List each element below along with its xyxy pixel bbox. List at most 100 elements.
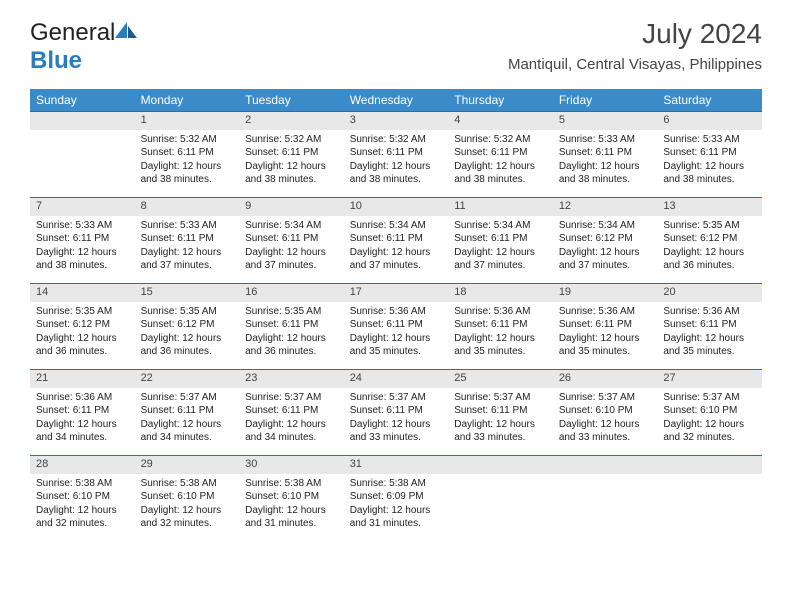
daylight-text: Daylight: 12 hours and 35 minutes. — [350, 332, 443, 359]
sunset-text: Sunset: 6:10 PM — [559, 404, 652, 418]
day-content-cell: Sunrise: 5:36 AMSunset: 6:11 PMDaylight:… — [448, 302, 553, 370]
sunset-text: Sunset: 6:12 PM — [559, 232, 652, 246]
sunrise-text: Sunrise: 5:38 AM — [141, 477, 234, 491]
daylight-text: Daylight: 12 hours and 37 minutes. — [350, 246, 443, 273]
day-content-cell: Sunrise: 5:36 AMSunset: 6:11 PMDaylight:… — [344, 302, 449, 370]
daylight-text: Daylight: 12 hours and 32 minutes. — [141, 504, 234, 531]
daylight-text: Daylight: 12 hours and 37 minutes. — [245, 246, 338, 273]
day-content-cell — [553, 474, 658, 542]
daylight-text: Daylight: 12 hours and 32 minutes. — [36, 504, 129, 531]
daylight-text: Daylight: 12 hours and 35 minutes. — [559, 332, 652, 359]
day-number-cell: 8 — [135, 198, 240, 216]
sunset-text: Sunset: 6:11 PM — [559, 318, 652, 332]
sunrise-text: Sunrise: 5:35 AM — [141, 305, 234, 319]
daylight-text: Daylight: 12 hours and 34 minutes. — [245, 418, 338, 445]
weekday-header: Monday — [135, 89, 240, 112]
sunrise-text: Sunrise: 5:37 AM — [350, 391, 443, 405]
sunrise-text: Sunrise: 5:37 AM — [141, 391, 234, 405]
sunset-text: Sunset: 6:12 PM — [36, 318, 129, 332]
sunset-text: Sunset: 6:11 PM — [245, 318, 338, 332]
sunrise-text: Sunrise: 5:38 AM — [350, 477, 443, 491]
daylight-text: Daylight: 12 hours and 37 minutes. — [141, 246, 234, 273]
daylight-text: Daylight: 12 hours and 36 minutes. — [245, 332, 338, 359]
weekday-header: Friday — [553, 89, 658, 112]
sunset-text: Sunset: 6:11 PM — [350, 232, 443, 246]
day-number-row: 21222324252627 — [30, 370, 762, 388]
day-content-cell: Sunrise: 5:36 AMSunset: 6:11 PMDaylight:… — [30, 388, 135, 456]
day-content-row: Sunrise: 5:32 AMSunset: 6:11 PMDaylight:… — [30, 130, 762, 198]
sunset-text: Sunset: 6:11 PM — [245, 146, 338, 160]
sunset-text: Sunset: 6:11 PM — [36, 404, 129, 418]
sunrise-text: Sunrise: 5:33 AM — [36, 219, 129, 233]
sunset-text: Sunset: 6:11 PM — [245, 232, 338, 246]
sunrise-text: Sunrise: 5:36 AM — [454, 305, 547, 319]
day-number-row: 78910111213 — [30, 198, 762, 216]
sunset-text: Sunset: 6:11 PM — [663, 318, 756, 332]
sail-icon — [113, 20, 139, 40]
day-number-cell: 6 — [657, 112, 762, 130]
sunrise-text: Sunrise: 5:33 AM — [663, 133, 756, 147]
day-content-cell: Sunrise: 5:38 AMSunset: 6:10 PMDaylight:… — [30, 474, 135, 542]
day-content-cell: Sunrise: 5:36 AMSunset: 6:11 PMDaylight:… — [553, 302, 658, 370]
weekday-header: Saturday — [657, 89, 762, 112]
day-number-cell: 28 — [30, 456, 135, 474]
daylight-text: Daylight: 12 hours and 31 minutes. — [350, 504, 443, 531]
sunrise-text: Sunrise: 5:36 AM — [36, 391, 129, 405]
day-number-cell: 20 — [657, 284, 762, 302]
sunset-text: Sunset: 6:11 PM — [454, 146, 547, 160]
sunset-text: Sunset: 6:10 PM — [663, 404, 756, 418]
sunrise-text: Sunrise: 5:38 AM — [36, 477, 129, 491]
sunrise-text: Sunrise: 5:35 AM — [36, 305, 129, 319]
weekday-header: Sunday — [30, 89, 135, 112]
day-number-cell: 11 — [448, 198, 553, 216]
daylight-text: Daylight: 12 hours and 38 minutes. — [350, 160, 443, 187]
day-number-cell: 17 — [344, 284, 449, 302]
day-number-cell: 16 — [239, 284, 344, 302]
daylight-text: Daylight: 12 hours and 31 minutes. — [245, 504, 338, 531]
day-content-cell: Sunrise: 5:32 AMSunset: 6:11 PMDaylight:… — [344, 130, 449, 198]
sunrise-text: Sunrise: 5:32 AM — [454, 133, 547, 147]
day-number-cell: 22 — [135, 370, 240, 388]
day-number-cell: 5 — [553, 112, 658, 130]
sunset-text: Sunset: 6:10 PM — [245, 490, 338, 504]
daylight-text: Daylight: 12 hours and 38 minutes. — [141, 160, 234, 187]
daylight-text: Daylight: 12 hours and 35 minutes. — [663, 332, 756, 359]
day-number-cell: 21 — [30, 370, 135, 388]
sunset-text: Sunset: 6:11 PM — [36, 232, 129, 246]
sunset-text: Sunset: 6:12 PM — [663, 232, 756, 246]
brand-text: GeneralBlue — [30, 18, 139, 75]
page-header: GeneralBlue July 2024 Mantiquil, Central… — [0, 0, 792, 81]
day-content-cell: Sunrise: 5:33 AMSunset: 6:11 PMDaylight:… — [135, 216, 240, 284]
sunrise-text: Sunrise: 5:37 AM — [559, 391, 652, 405]
sunrise-text: Sunrise: 5:34 AM — [454, 219, 547, 233]
day-content-cell — [30, 130, 135, 198]
brand-part2: Blue — [30, 47, 82, 74]
day-content-cell: Sunrise: 5:38 AMSunset: 6:09 PMDaylight:… — [344, 474, 449, 542]
brand-logo: GeneralBlue — [30, 18, 139, 75]
day-content-cell: Sunrise: 5:34 AMSunset: 6:11 PMDaylight:… — [239, 216, 344, 284]
day-number-cell: 10 — [344, 198, 449, 216]
daylight-text: Daylight: 12 hours and 37 minutes. — [559, 246, 652, 273]
day-number-row: 14151617181920 — [30, 284, 762, 302]
sunset-text: Sunset: 6:11 PM — [141, 232, 234, 246]
daylight-text: Daylight: 12 hours and 34 minutes. — [141, 418, 234, 445]
sunrise-text: Sunrise: 5:35 AM — [663, 219, 756, 233]
sunset-text: Sunset: 6:11 PM — [245, 404, 338, 418]
sunrise-text: Sunrise: 5:36 AM — [350, 305, 443, 319]
daylight-text: Daylight: 12 hours and 33 minutes. — [559, 418, 652, 445]
sunset-text: Sunset: 6:12 PM — [141, 318, 234, 332]
day-number-row: 28293031 — [30, 456, 762, 474]
sunrise-text: Sunrise: 5:33 AM — [559, 133, 652, 147]
daylight-text: Daylight: 12 hours and 33 minutes. — [454, 418, 547, 445]
day-number-row: 123456 — [30, 112, 762, 130]
sunrise-text: Sunrise: 5:33 AM — [141, 219, 234, 233]
daylight-text: Daylight: 12 hours and 37 minutes. — [454, 246, 547, 273]
day-content-cell: Sunrise: 5:37 AMSunset: 6:11 PMDaylight:… — [344, 388, 449, 456]
day-content-cell: Sunrise: 5:35 AMSunset: 6:12 PMDaylight:… — [30, 302, 135, 370]
weekday-header: Thursday — [448, 89, 553, 112]
brand-part1: General — [30, 19, 115, 46]
day-content-cell: Sunrise: 5:34 AMSunset: 6:11 PMDaylight:… — [448, 216, 553, 284]
day-number-cell: 2 — [239, 112, 344, 130]
location-subtitle: Mantiquil, Central Visayas, Philippines — [508, 56, 762, 73]
sunrise-text: Sunrise: 5:37 AM — [454, 391, 547, 405]
